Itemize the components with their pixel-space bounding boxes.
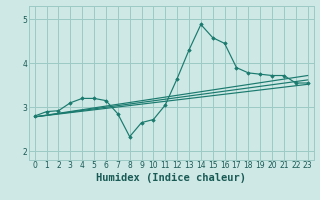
- X-axis label: Humidex (Indice chaleur): Humidex (Indice chaleur): [96, 173, 246, 183]
